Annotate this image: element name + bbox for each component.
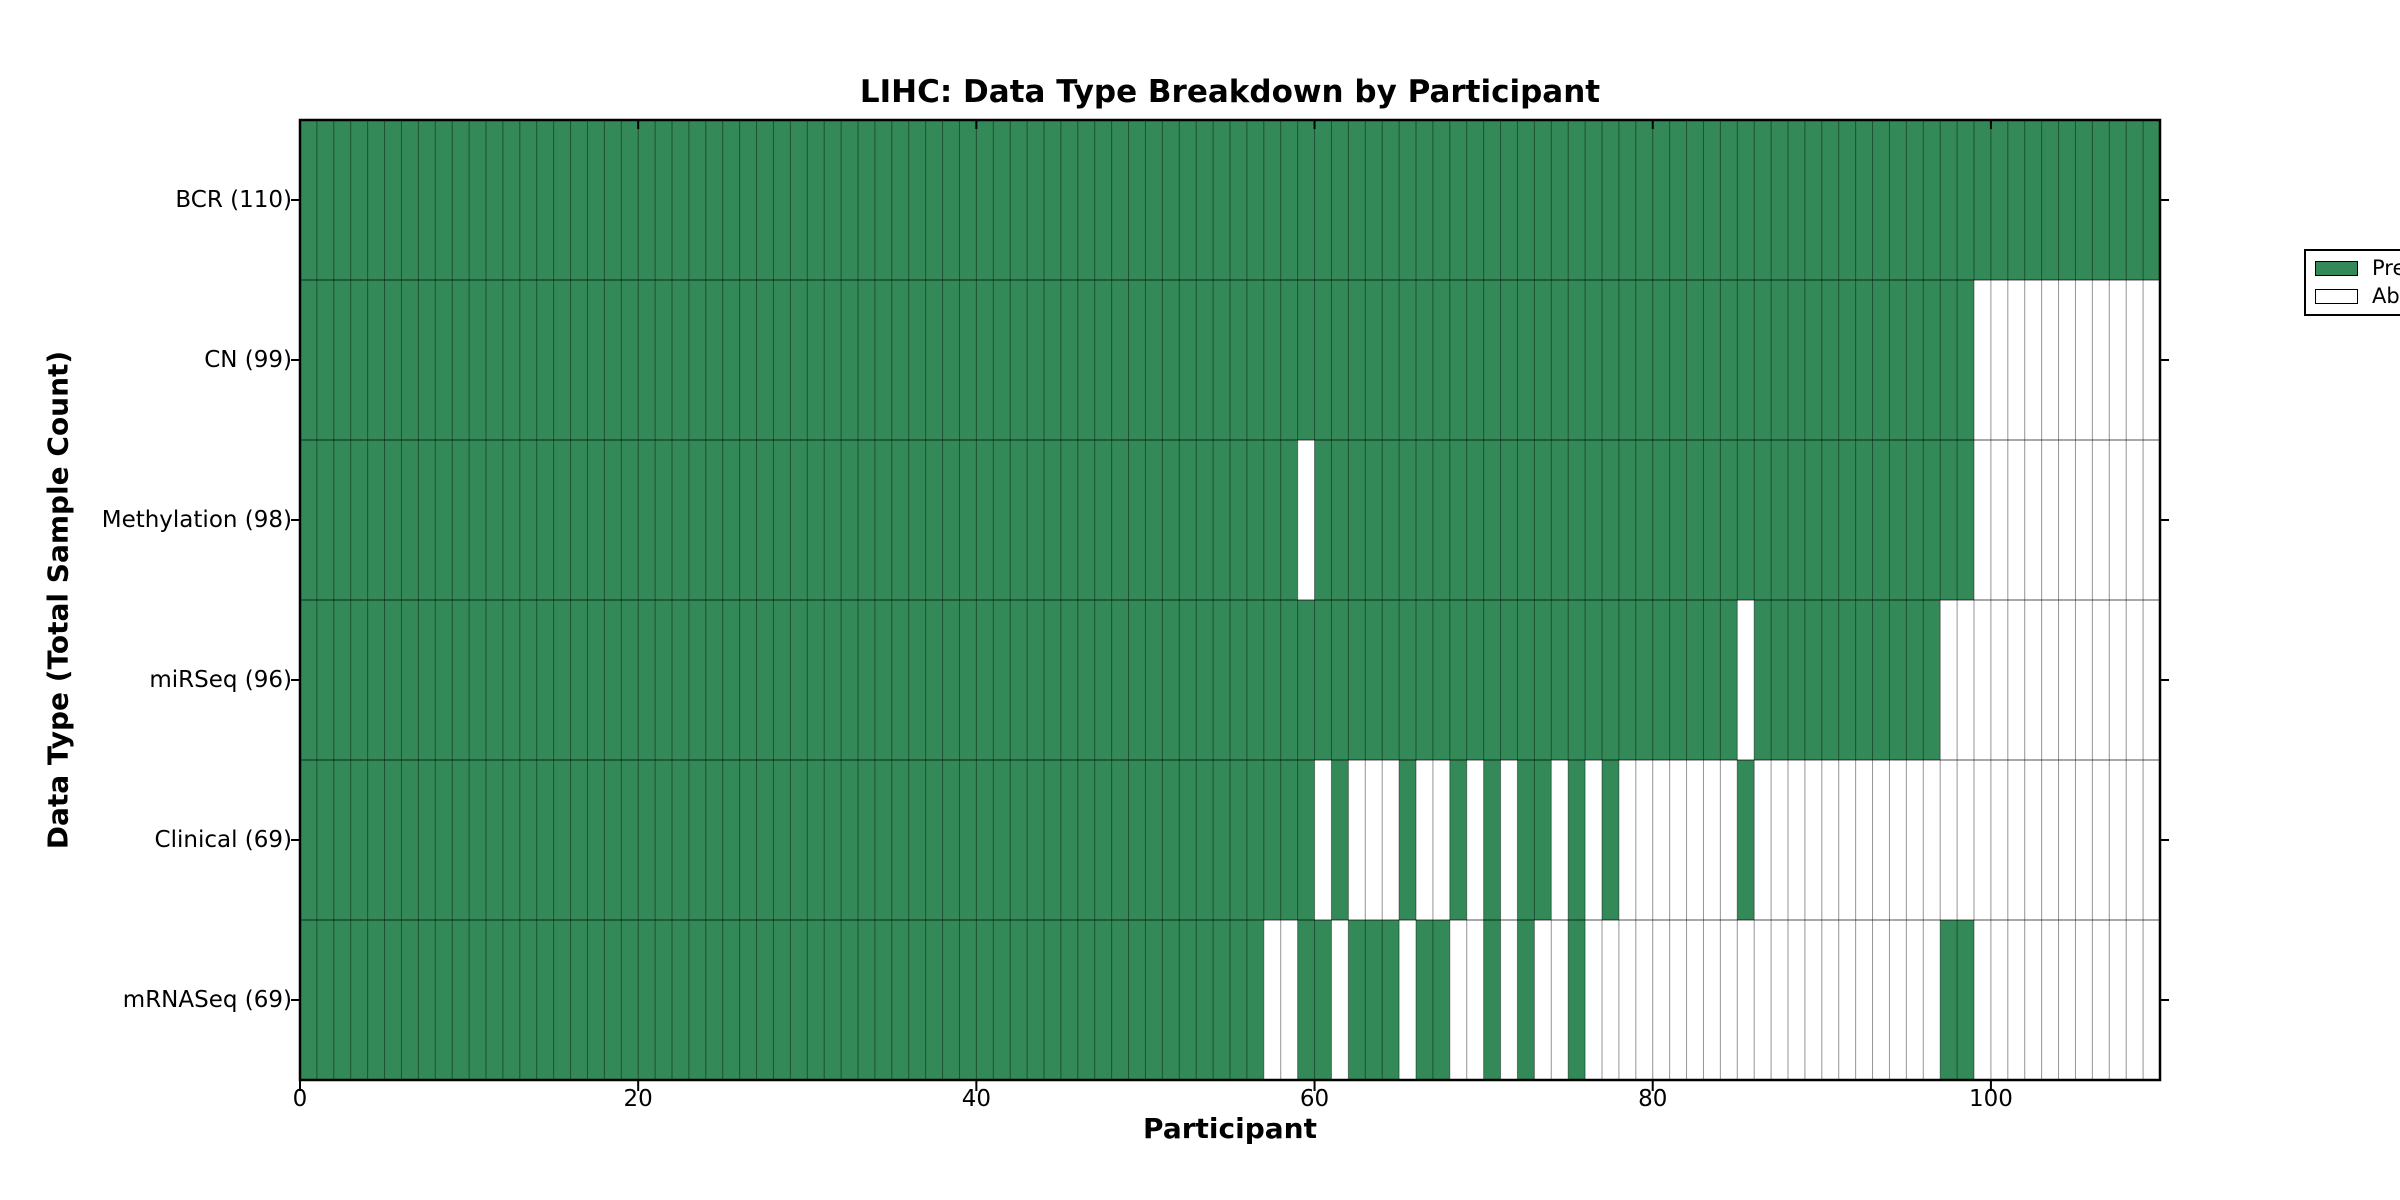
present-run-mRNASeq bbox=[1483, 920, 1501, 1080]
present-run-mRNASeq bbox=[1940, 920, 1974, 1080]
present-run-Methylation bbox=[300, 440, 1298, 600]
present-run-Clinical bbox=[1517, 760, 1552, 920]
absent-swatch bbox=[2315, 289, 2358, 304]
present-run-mRNASeq bbox=[1517, 920, 1535, 1080]
present-run-mRNASeq bbox=[1416, 920, 1450, 1080]
present-run-mRNASeq bbox=[1568, 920, 1586, 1080]
x-tick-80: 80 bbox=[1638, 1086, 1668, 1112]
row-label-bcr: BCR (110) bbox=[175, 187, 292, 213]
present-run-mRNASeq bbox=[1297, 920, 1332, 1080]
present-run-Clinical bbox=[1737, 760, 1755, 920]
present-run-miRSeq bbox=[1754, 600, 1941, 760]
chart-title: LIHC: Data Type Breakdown by Participant bbox=[859, 74, 1601, 110]
present-run-miRSeq bbox=[300, 600, 1738, 760]
present-run-BCR bbox=[300, 120, 2160, 280]
legend-entry-present: Present bbox=[2315, 258, 2400, 279]
row-label-mirseq: miRSeq (96) bbox=[149, 667, 292, 693]
present-run-Clinical bbox=[1449, 760, 1467, 920]
present-run-Clinical bbox=[1568, 760, 1586, 920]
present-run-Clinical bbox=[1331, 760, 1349, 920]
present-swatch bbox=[2315, 261, 2358, 276]
row-label-mrnaseq: mRNASeq (69) bbox=[122, 987, 292, 1013]
legend-label-present: Present bbox=[2372, 256, 2400, 280]
plot-border bbox=[298, 118, 2162, 1082]
present-run-Clinical bbox=[1399, 760, 1416, 920]
row-label-cn: CN (99) bbox=[204, 347, 292, 373]
present-run-Clinical bbox=[300, 760, 1315, 920]
present-run-mRNASeq bbox=[1348, 920, 1400, 1080]
x-tick-100: 100 bbox=[1968, 1086, 2013, 1112]
x-tick-60: 60 bbox=[1299, 1086, 1330, 1112]
present-run-Methylation bbox=[1314, 440, 1974, 600]
x-axis-label: Participant bbox=[1143, 1112, 1317, 1145]
plot-area: Present Absent bbox=[291, 118, 2400, 1091]
heatmap-canvas bbox=[291, 118, 2169, 1091]
legend-entry-absent: Absent bbox=[2315, 286, 2400, 307]
row-label-clinical: Clinical (69) bbox=[154, 827, 292, 853]
present-run-Clinical bbox=[1602, 760, 1619, 920]
x-tick-40: 40 bbox=[961, 1086, 991, 1112]
present-run-mRNASeq bbox=[300, 920, 1264, 1080]
row-label-methylation: Methylation (98) bbox=[101, 507, 292, 533]
present-run-Clinical bbox=[1483, 760, 1501, 920]
present-run-CN bbox=[300, 280, 1974, 440]
x-tick-20: 20 bbox=[623, 1086, 653, 1112]
legend: Present Absent bbox=[2304, 249, 2400, 316]
x-tick-0: 0 bbox=[292, 1086, 308, 1112]
legend-label-absent: Absent bbox=[2372, 284, 2400, 308]
y-axis-label: Data Type (Total Sample Count) bbox=[41, 350, 75, 850]
